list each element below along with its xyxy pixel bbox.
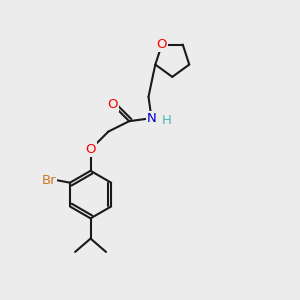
Text: N: N: [147, 112, 156, 125]
Text: Br: Br: [41, 174, 56, 187]
Text: O: O: [85, 143, 96, 156]
Text: H: H: [162, 114, 172, 127]
Text: O: O: [157, 38, 167, 51]
Text: O: O: [108, 98, 118, 111]
